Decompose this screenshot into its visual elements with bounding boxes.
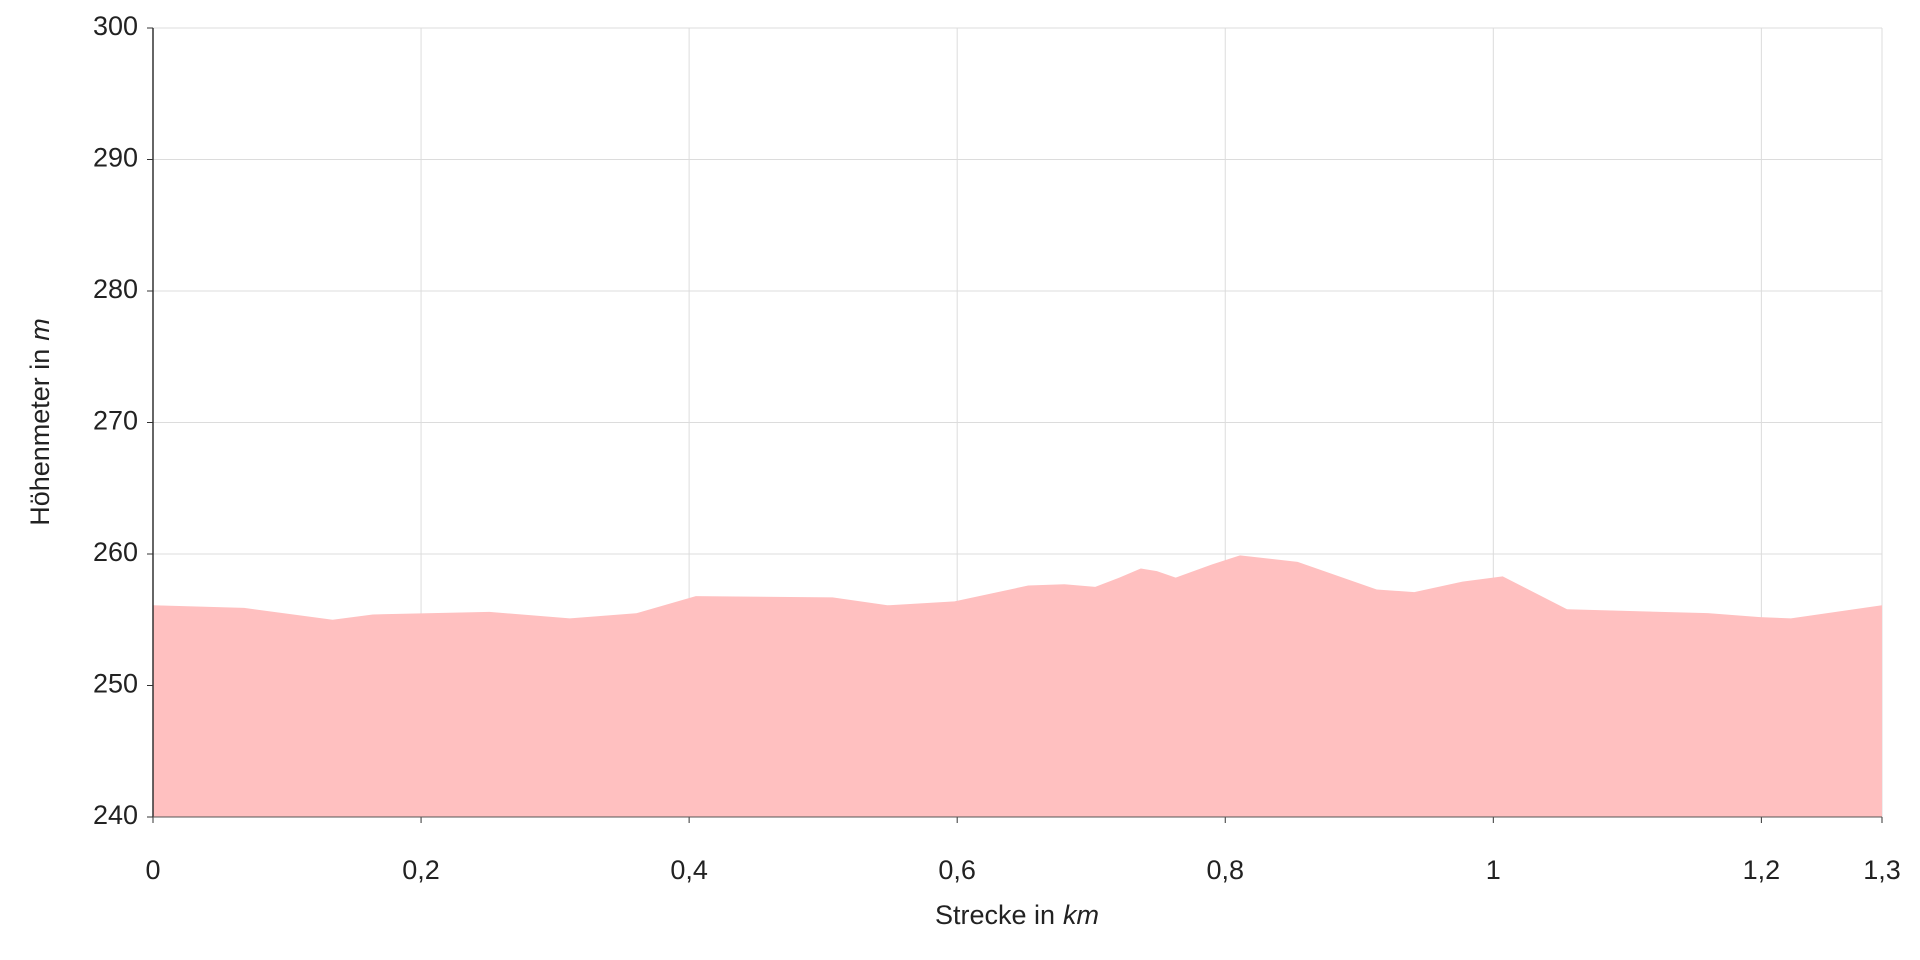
y-tick-label: 250 (93, 669, 138, 699)
x-tick-label: 0,2 (402, 855, 440, 885)
y-tick-label: 240 (93, 800, 138, 830)
x-axis-unit: km (1063, 900, 1099, 930)
y-axis-unit: m (25, 318, 55, 341)
x-tick-label: 1,3 (1863, 855, 1901, 885)
x-tick-label: 0 (145, 855, 160, 885)
y-tick-label: 300 (93, 11, 138, 41)
y-tick-label: 260 (93, 537, 138, 567)
elevation-area (153, 555, 1882, 817)
x-axis-title-text: Strecke in (935, 900, 1055, 930)
x-tick-label: 0,6 (938, 855, 976, 885)
y-axis-title: Höhenmeter in m (25, 318, 55, 526)
x-tick-label: 1,2 (1743, 855, 1781, 885)
y-tick-label: 270 (93, 406, 138, 436)
x-tick-label: 0,8 (1206, 855, 1244, 885)
y-tick-label: 280 (93, 274, 138, 304)
x-tick-label: 1 (1486, 855, 1501, 885)
x-axis-title: Strecke in km (935, 900, 1099, 930)
y-tick-label: 290 (93, 143, 138, 173)
y-axis-title-text: Höhenmeter in (25, 349, 55, 526)
x-tick-label: 0,4 (670, 855, 708, 885)
